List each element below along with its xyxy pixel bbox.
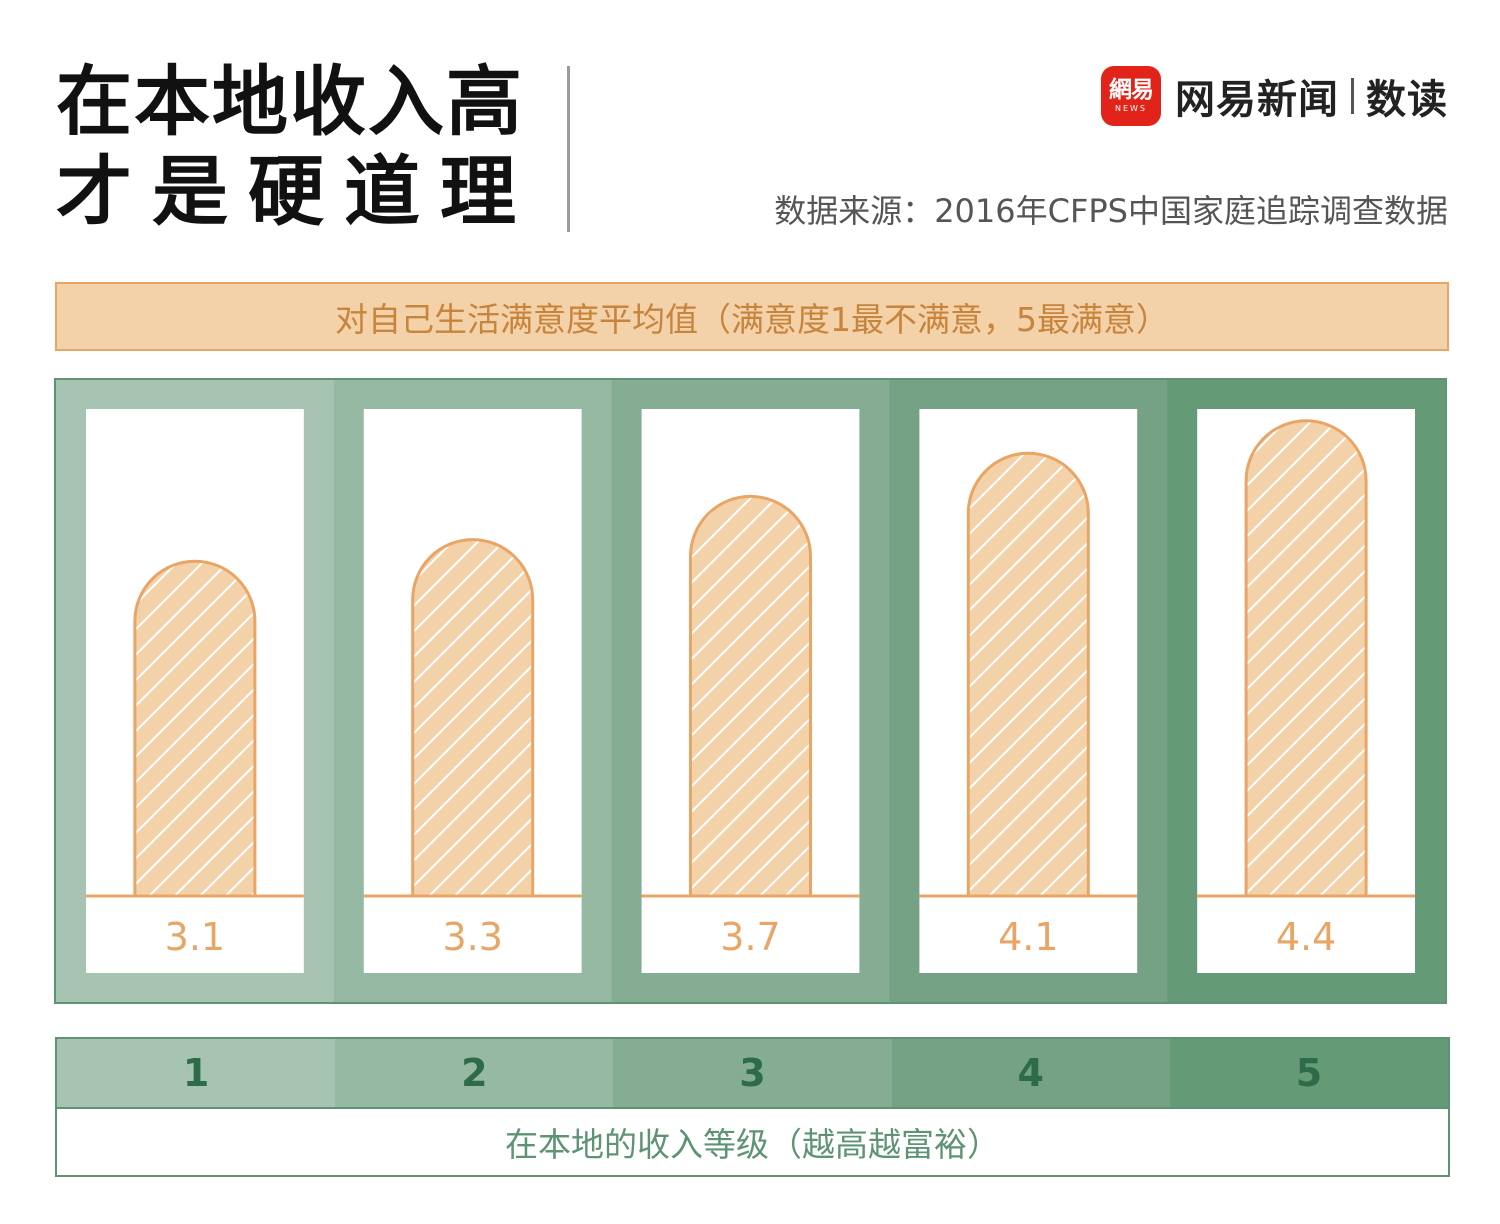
value-label: 3.1	[165, 915, 225, 959]
chart-title-banner: 对自己生活满意度平均值（满意度1最不满意，5最满意）	[55, 282, 1449, 351]
category-label: 2	[335, 1039, 614, 1107]
bar	[411, 538, 535, 898]
category-label: 5	[1169, 1039, 1449, 1107]
bar	[966, 451, 1090, 898]
value-label: 3.7	[720, 915, 780, 959]
logo-text: 網易	[1109, 77, 1154, 103]
category-label: 3	[613, 1039, 892, 1107]
page-title-line-1: 在本地收入高	[56, 57, 524, 146]
data-source: 数据来源：2016年CFPS中国家庭追踪调查数据	[774, 192, 1448, 230]
x-axis-label: 在本地的收入等级（越高越富裕）	[57, 1109, 1448, 1175]
category-label: 1	[57, 1039, 336, 1107]
bar	[1244, 419, 1368, 898]
chart-title: 对自己生活满意度平均值（满意度1最不满意，5最满意）	[335, 299, 1169, 339]
value-label: 4.4	[1276, 915, 1336, 959]
page-title-line-2: 才是硬道理	[56, 147, 536, 236]
netease-news-logo-icon: 網易 NEWS	[1101, 66, 1161, 126]
category-label: 4	[891, 1039, 1170, 1107]
chart-frame	[54, 378, 1447, 1004]
brand-separator	[1351, 78, 1354, 114]
brand: 網易 NEWS 网易新闻 数读	[1101, 66, 1448, 126]
bar	[133, 559, 257, 898]
brand-section: 数读	[1366, 77, 1448, 123]
logo-subtext: NEWS	[1114, 104, 1148, 113]
value-label: 4.1	[998, 915, 1058, 959]
value-label: 3.3	[442, 915, 502, 959]
header-divider	[567, 66, 570, 232]
bar	[689, 494, 812, 898]
brand-name: 网易新闻	[1175, 77, 1339, 123]
